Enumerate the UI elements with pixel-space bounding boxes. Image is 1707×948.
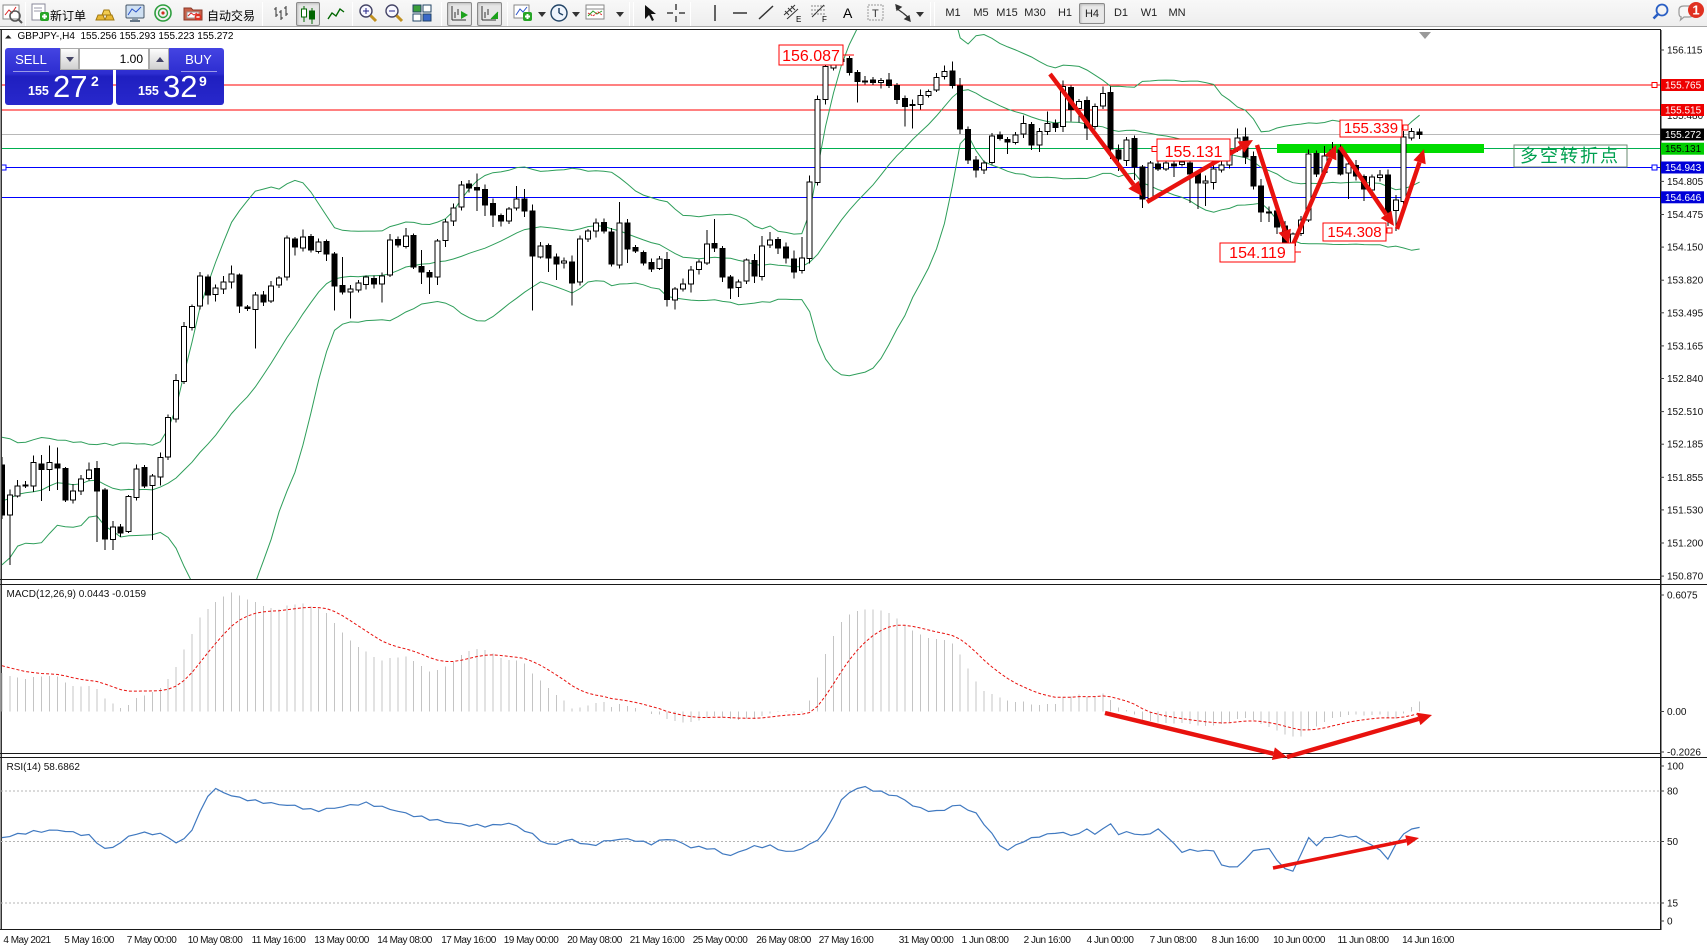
- svg-text:154.308: 154.308: [1327, 224, 1381, 241]
- svg-text:154.150: 154.150: [1667, 243, 1704, 254]
- svg-text:-0.2026: -0.2026: [1667, 748, 1701, 759]
- svg-text:E: E: [796, 15, 801, 24]
- svg-text:21 May 16:00: 21 May 16:00: [630, 935, 686, 946]
- svg-text:50: 50: [1667, 837, 1679, 848]
- svg-text:0.6075: 0.6075: [1667, 591, 1698, 602]
- svg-text:GBPJPY-,H4 155.256 155.293 15: GBPJPY-,H4 155.256 155.293 155.223 155.2…: [18, 31, 234, 42]
- svg-text:10 Jun 00:00: 10 Jun 00:00: [1273, 935, 1326, 946]
- svg-text:2 Jun 16:00: 2 Jun 16:00: [1024, 935, 1072, 946]
- svg-text:153.495: 153.495: [1667, 308, 1704, 319]
- svg-text:151.200: 151.200: [1667, 539, 1704, 550]
- svg-text:152.185: 152.185: [1667, 440, 1704, 451]
- svg-text:10 May 08:00: 10 May 08:00: [188, 935, 244, 946]
- svg-text:156.115: 156.115: [1667, 46, 1703, 57]
- svg-text:0.00: 0.00: [1667, 707, 1687, 718]
- svg-text:4 Jun 00:00: 4 Jun 00:00: [1087, 935, 1135, 946]
- svg-text:27 May 16:00: 27 May 16:00: [819, 935, 875, 946]
- svg-text:RSI(14) 58.6862: RSI(14) 58.6862: [7, 762, 81, 773]
- svg-text:155.339: 155.339: [1344, 120, 1398, 137]
- svg-text:152.840: 152.840: [1667, 374, 1704, 385]
- svg-text:155.131: 155.131: [1665, 144, 1702, 155]
- svg-text:25 May 00:00: 25 May 00:00: [693, 935, 749, 946]
- svg-text:154.119: 154.119: [1229, 245, 1286, 262]
- svg-text:多空转折点: 多空转折点: [1520, 146, 1620, 166]
- svg-text:11 Jun 08:00: 11 Jun 08:00: [1337, 935, 1389, 946]
- svg-text:7 Jun 08:00: 7 Jun 08:00: [1150, 935, 1198, 946]
- svg-text:154.943: 154.943: [1665, 163, 1702, 174]
- svg-text:11 May 16:00: 11 May 16:00: [252, 935, 307, 946]
- svg-text:151.855: 151.855: [1667, 473, 1704, 484]
- svg-text:31 May 00:00: 31 May 00:00: [899, 935, 955, 946]
- svg-text:80: 80: [1667, 787, 1679, 798]
- svg-text:14 Jun 16:00: 14 Jun 16:00: [1402, 935, 1455, 946]
- svg-text:5 May 16:00: 5 May 16:00: [64, 935, 114, 946]
- svg-text:1: 1: [1692, 3, 1699, 18]
- svg-text:8 Jun 16:00: 8 Jun 16:00: [1212, 935, 1260, 946]
- svg-text:19 May 00:00: 19 May 00:00: [504, 935, 560, 946]
- svg-text:155.765: 155.765: [1665, 81, 1702, 92]
- svg-text:T: T: [872, 8, 879, 20]
- svg-text:155.480: 155.480: [1667, 111, 1704, 122]
- svg-text:F: F: [822, 15, 827, 24]
- svg-text:154.646: 154.646: [1665, 193, 1702, 204]
- svg-text:20 May 08:00: 20 May 08:00: [567, 935, 623, 946]
- svg-text:0: 0: [1667, 917, 1673, 928]
- svg-text:4 May 2021: 4 May 2021: [3, 935, 51, 946]
- svg-text:153.820: 153.820: [1667, 276, 1704, 287]
- svg-text:15: 15: [1667, 899, 1679, 910]
- svg-text:1 Jun 08:00: 1 Jun 08:00: [962, 935, 1010, 946]
- svg-text:14 May 08:00: 14 May 08:00: [377, 935, 433, 946]
- svg-text:7 May 00:00: 7 May 00:00: [127, 935, 177, 946]
- svg-text:154.475: 154.475: [1667, 210, 1704, 221]
- svg-text:150.870: 150.870: [1667, 572, 1704, 583]
- svg-text:156.087: 156.087: [782, 48, 840, 65]
- svg-text:151.530: 151.530: [1667, 505, 1704, 516]
- svg-text:155.515: 155.515: [1665, 106, 1702, 117]
- svg-text:100: 100: [1667, 762, 1684, 773]
- svg-text:153.165: 153.165: [1667, 341, 1704, 352]
- svg-text:155.131: 155.131: [1165, 144, 1223, 161]
- svg-text:MACD(12,26,9) 0.0443 -0.0159: MACD(12,26,9) 0.0443 -0.0159: [7, 589, 147, 600]
- svg-text:26 May 08:00: 26 May 08:00: [756, 935, 812, 946]
- svg-text:17 May 16:00: 17 May 16:00: [441, 935, 497, 946]
- svg-text:154.805: 154.805: [1667, 177, 1704, 188]
- svg-text:155.272: 155.272: [1665, 130, 1702, 141]
- svg-text:152.510: 152.510: [1667, 407, 1704, 418]
- svg-text:13 May 00:00: 13 May 00:00: [314, 935, 370, 946]
